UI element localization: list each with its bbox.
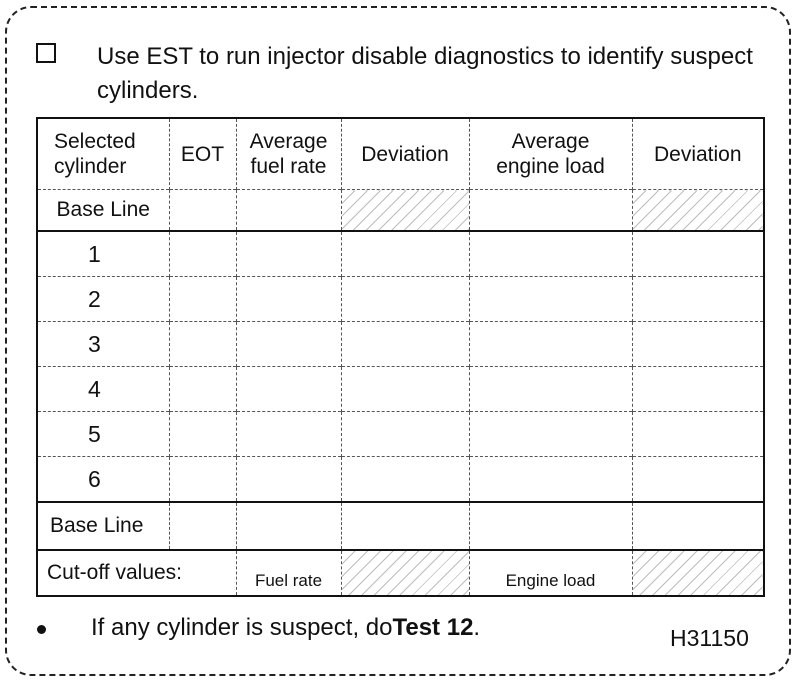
eot-cell[interactable] [168, 189, 236, 231]
fuel-rate-cell[interactable] [235, 366, 341, 412]
table-row: Base Line [36, 501, 764, 550]
fuel-rate-cell[interactable] [235, 189, 341, 231]
fuel-rate-cell[interactable] [235, 321, 341, 367]
hatched-cell [631, 549, 764, 596]
engine-load-cell[interactable] [468, 501, 632, 550]
table-row: 5 [36, 411, 764, 457]
cylinder-number: 1 [36, 230, 169, 277]
instruction-text: Use EST to run injector disable diagnost… [97, 43, 753, 104]
bullet-icon [37, 625, 46, 634]
fuel-rate-cell[interactable] [235, 276, 341, 322]
deviation-cell[interactable] [631, 230, 764, 277]
header-average-engine-load: Average engine load [468, 117, 632, 190]
engine-load-cell[interactable] [468, 230, 632, 277]
deviation-cell[interactable] [631, 366, 764, 412]
table-row: 2 [36, 276, 764, 322]
table-row: 4 [36, 366, 764, 412]
deviation-cell[interactable] [340, 366, 469, 412]
cylinder-number: 6 [36, 456, 169, 502]
header-average-fuel-rate: Average fuel rate [235, 117, 341, 190]
eot-cell[interactable] [168, 230, 236, 277]
base-line-label: Base Line [36, 501, 169, 550]
figure-code: H31150 [670, 625, 749, 651]
deviation-cell[interactable] [340, 456, 469, 502]
footnote-suffix: . [473, 614, 481, 641]
base-line-label: Base Line [36, 189, 169, 231]
deviation-cell[interactable] [631, 501, 764, 550]
eot-cell[interactable] [168, 411, 236, 457]
cylinder-number: 2 [36, 276, 169, 322]
table-row: 6 [36, 456, 764, 502]
fuel-rate-cell[interactable] [235, 411, 341, 457]
cutoff-fuel-rate-cell[interactable]: Fuel rate [235, 549, 341, 596]
engine-load-cell[interactable] [468, 189, 632, 231]
eot-cell[interactable] [168, 501, 236, 550]
form-border [5, 6, 791, 676]
engine-load-cell[interactable] [468, 411, 632, 457]
hatched-cell [631, 189, 764, 231]
fuel-rate-cell[interactable] [235, 456, 341, 502]
table-row: Cut-off values: Fuel rate Engine load [36, 549, 764, 596]
deviation-cell[interactable] [631, 321, 764, 367]
hatched-cell [340, 189, 469, 231]
eot-cell[interactable] [168, 456, 236, 502]
cylinder-number: 5 [36, 411, 169, 457]
cylinder-number: 4 [36, 366, 169, 412]
engine-load-cell[interactable] [468, 456, 632, 502]
engine-load-cell[interactable] [468, 276, 632, 322]
deviation-cell[interactable] [340, 411, 469, 457]
footnote: If any cylinder is suspect, doTest 12. [91, 612, 480, 644]
engine-load-cell[interactable] [468, 366, 632, 412]
deviation-cell[interactable] [340, 321, 469, 367]
eot-cell[interactable] [168, 366, 236, 412]
deviation-cell[interactable] [631, 411, 764, 457]
eot-cell[interactable] [168, 321, 236, 367]
deviation-cell[interactable] [340, 276, 469, 322]
footnote-prefix: If any cylinder is suspect, do [91, 614, 393, 641]
header-deviation-fuel: Deviation [340, 117, 469, 190]
cutoff-values-label: Cut-off values: [36, 549, 236, 596]
deviation-cell[interactable] [340, 230, 469, 277]
table-row: 1 [36, 230, 764, 277]
fuel-rate-cell[interactable] [235, 230, 341, 277]
header-selected-cylinder: Selected cylinder [36, 117, 169, 190]
test-reference: Test 12 [392, 614, 474, 641]
deviation-cell[interactable] [340, 501, 469, 550]
eot-cell[interactable] [168, 276, 236, 322]
deviation-cell[interactable] [631, 456, 764, 502]
engine-load-cell[interactable] [468, 321, 632, 367]
table-row: 3 [36, 321, 764, 367]
cylinder-number: 3 [36, 321, 169, 367]
cutoff-engine-load-cell[interactable]: Engine load [468, 549, 632, 596]
deviation-cell[interactable] [631, 276, 764, 322]
hatched-cell [340, 549, 469, 596]
header-eot: EOT [168, 117, 236, 190]
fuel-rate-cell[interactable] [235, 501, 341, 550]
header-deviation-load: Deviation [631, 117, 764, 190]
instruction-checkbox[interactable] [36, 43, 56, 63]
diagnostic-table: Selected cylinder EOT Average fuel rate … [36, 117, 765, 597]
table-row: Base Line [36, 189, 764, 231]
